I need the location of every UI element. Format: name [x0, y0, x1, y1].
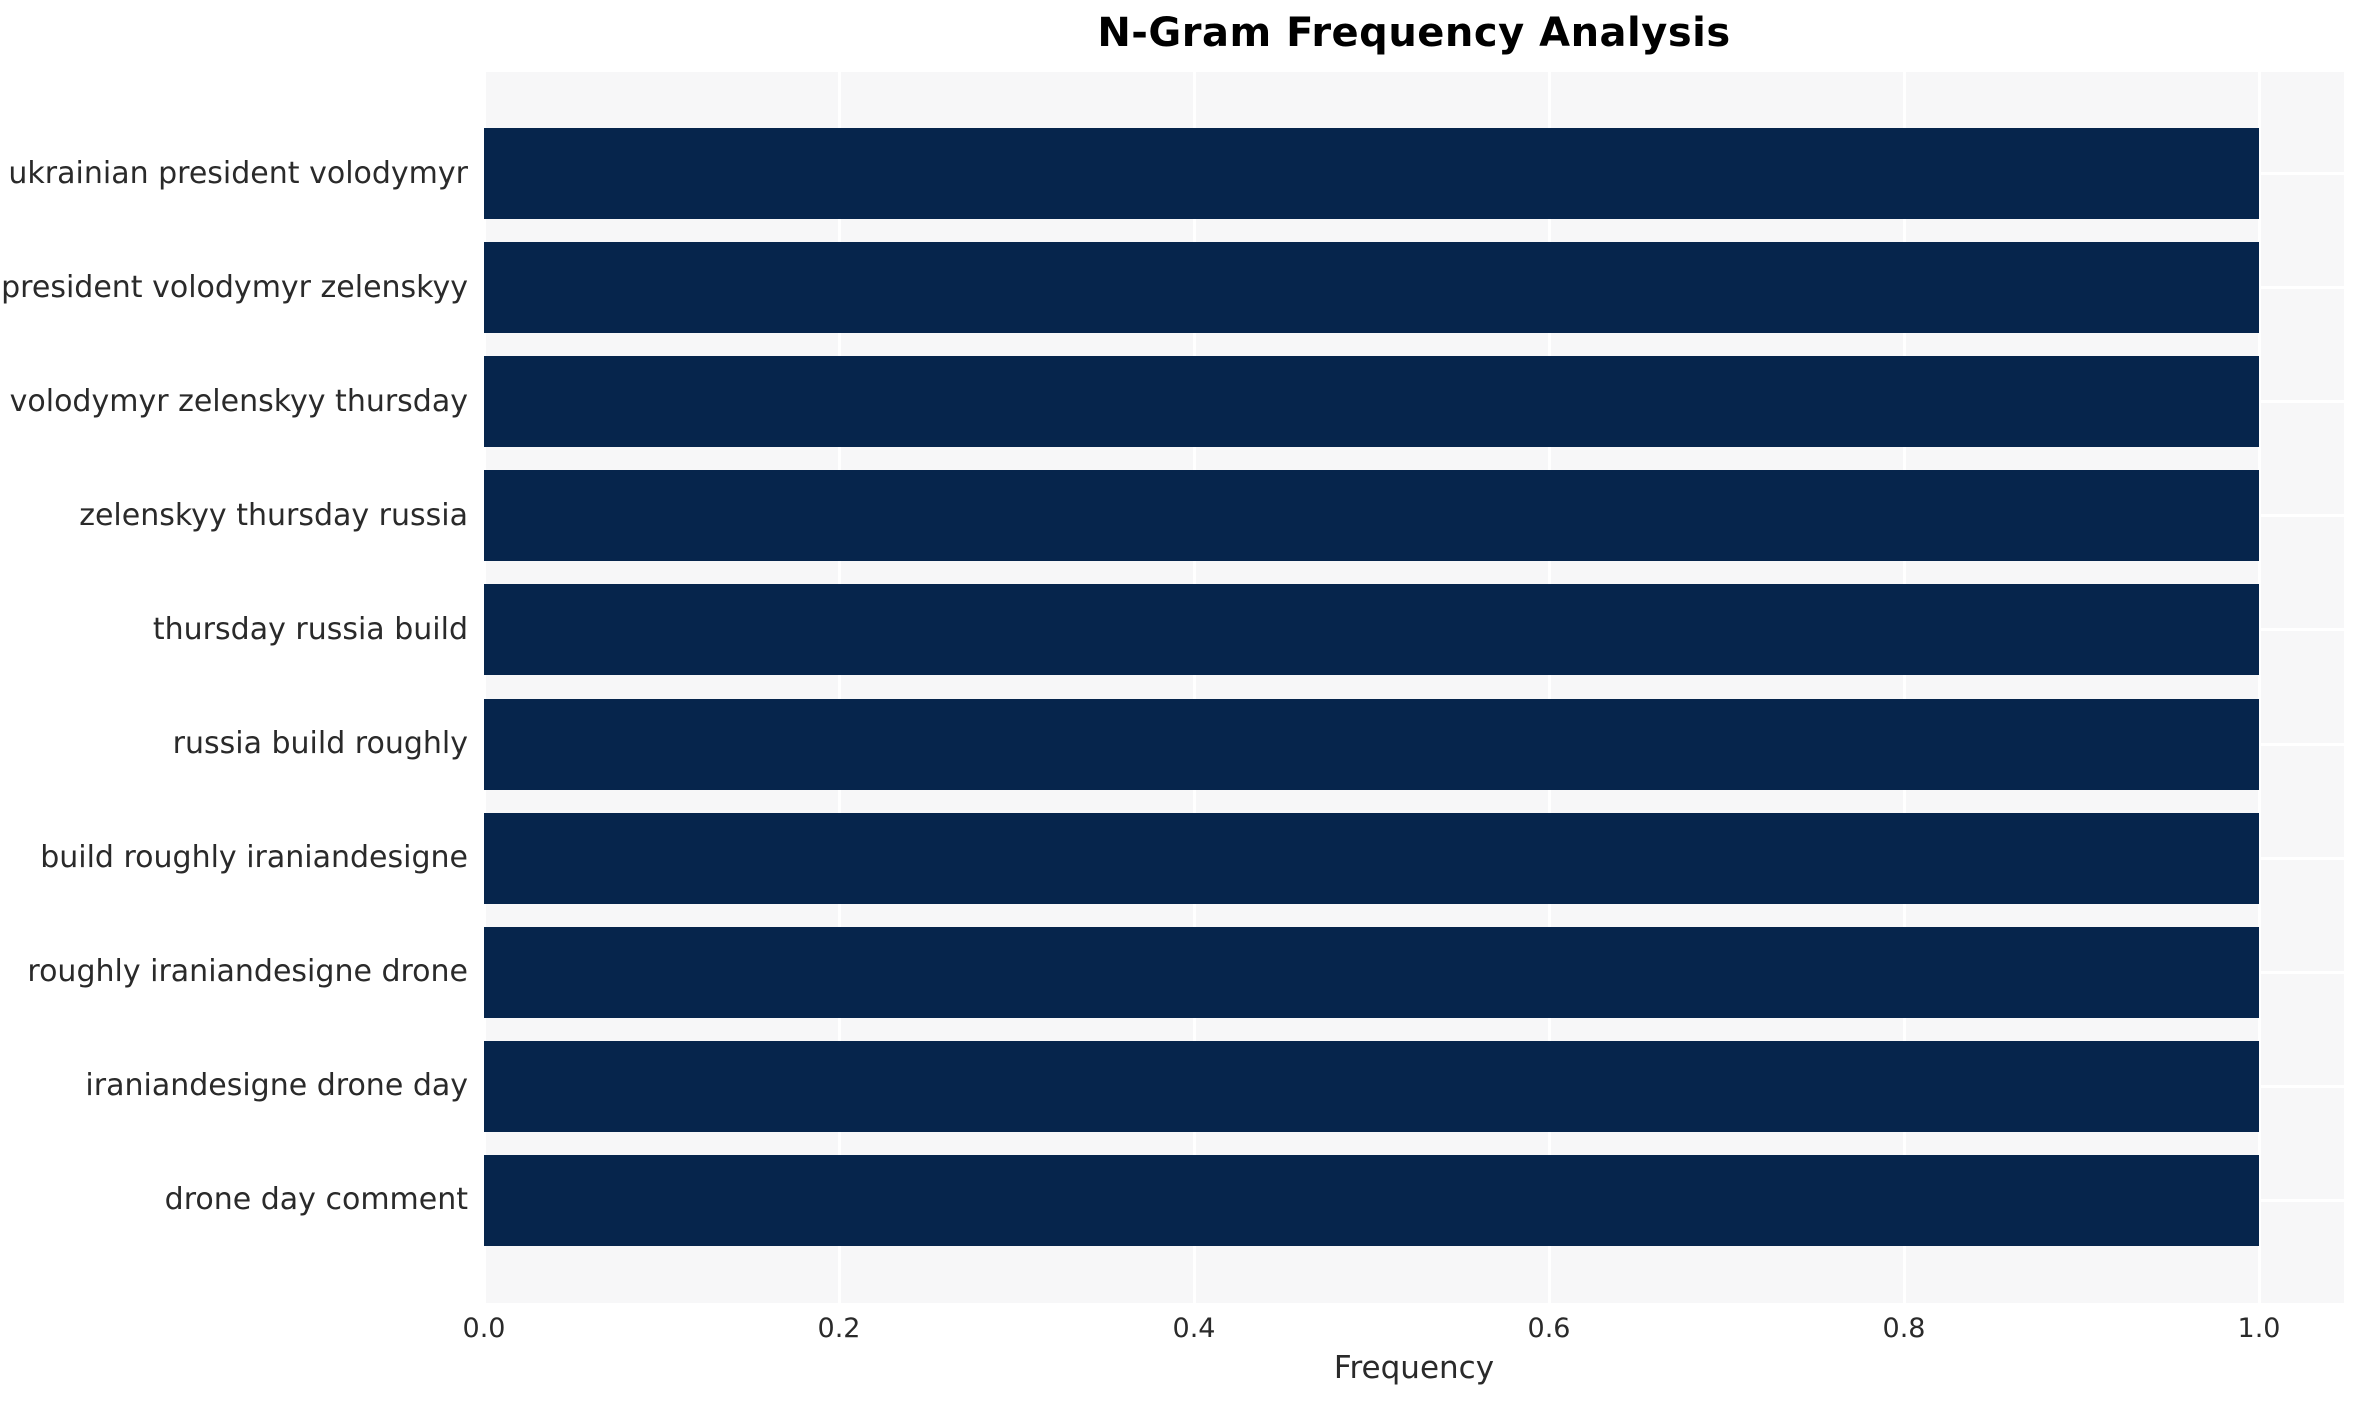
bar [484, 926, 2259, 1018]
x-tick-label: 1.0 [2237, 1313, 2281, 1344]
y-tick-label: volodymyr zelenskyy thursday [9, 383, 468, 419]
x-gridline [837, 72, 841, 1303]
x-gridline [1192, 72, 1196, 1303]
x-tick-label: 0.4 [1172, 1313, 1216, 1344]
x-gridline [1902, 72, 1906, 1303]
bar [484, 1040, 2259, 1132]
y-tick-label: zelenskyy thursday russia [79, 497, 468, 533]
bar [484, 242, 2259, 334]
x-gridline [484, 72, 486, 1303]
chart-title: N-Gram Frequency Analysis [1097, 10, 1731, 56]
x-gridline [2257, 72, 2261, 1303]
x-gridline [1547, 72, 1551, 1303]
x-tick-label: 0.8 [1882, 1313, 1926, 1344]
plot-area [484, 72, 2344, 1303]
bar [484, 1154, 2259, 1246]
bar [484, 128, 2259, 219]
y-tick-label: president volodymyr zelenskyy [1, 269, 468, 305]
y-tick-label: ukrainian president volodymyr [8, 155, 468, 191]
y-tick-label: russia build roughly [172, 726, 468, 761]
bar [484, 584, 2259, 676]
y-tick-label: build roughly iraniandesigne [40, 840, 468, 876]
bar [484, 698, 2259, 790]
x-tick-label: 0.2 [817, 1313, 861, 1344]
bar [484, 356, 2259, 448]
bar [484, 470, 2259, 562]
x-tick-label: 0.0 [462, 1313, 506, 1344]
y-tick-label: drone day comment [164, 1182, 468, 1218]
x-axis-label: Frequency [1333, 1350, 1495, 1386]
x-tick-label: 0.6 [1527, 1313, 1571, 1344]
bar [484, 812, 2259, 904]
y-tick-label: roughly iraniandesigne drone [27, 954, 468, 990]
y-tick-label: iraniandesigne drone day [85, 1068, 468, 1104]
y-tick-label: thursday russia build [152, 611, 468, 647]
